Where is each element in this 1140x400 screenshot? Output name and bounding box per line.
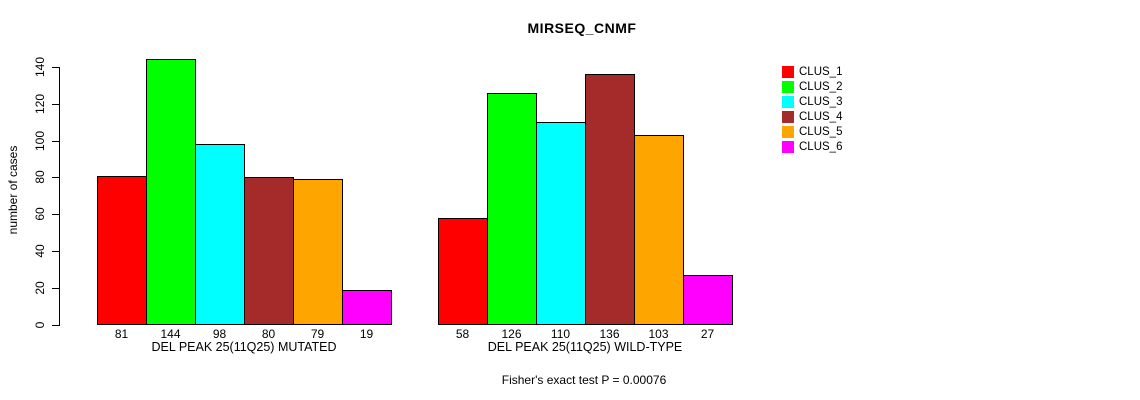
bar-value-label: 136 (599, 327, 620, 341)
bar-value-label: 80 (261, 327, 276, 341)
y-axis-tick (52, 288, 59, 290)
bar-value-label: 81 (114, 327, 129, 341)
y-axis-tick-label: 60 (33, 207, 47, 221)
y-axis-tick (52, 325, 59, 326)
legend-label: CLUS_4 (799, 111, 843, 123)
bar-clus_2 (146, 59, 196, 325)
y-axis-tick-label: 120 (33, 93, 47, 114)
legend-color-swatch (782, 126, 794, 138)
bar-clus_3 (536, 122, 586, 325)
y-axis-line (59, 66, 60, 326)
bar-value-label: 103 (648, 327, 669, 341)
y-axis-tick-label: 40 (33, 244, 47, 258)
bar-clus_1 (97, 175, 147, 325)
legend-color-swatch (782, 81, 794, 93)
legend-color-swatch (782, 111, 794, 123)
bar-clus_4 (244, 177, 294, 325)
legend-color-swatch (782, 66, 794, 78)
legend-label: CLUS_2 (799, 81, 843, 93)
bar-clus_5 (634, 135, 684, 325)
bar-value-label: 79 (310, 327, 325, 341)
fisher-test-annotation: Fisher's exact test P = 0.00076 (501, 373, 667, 387)
legend-label: CLUS_5 (799, 126, 843, 138)
legend-label: CLUS_6 (799, 141, 843, 153)
y-axis-tick (52, 177, 59, 179)
y-axis-tick (52, 140, 59, 142)
y-axis-label: number of cases (6, 145, 20, 235)
chart-title: MIRSEQ_CNMF (527, 20, 637, 36)
legend-color-swatch (782, 96, 794, 108)
y-axis-tick (52, 214, 59, 216)
bar-clus_5 (293, 179, 343, 325)
x-axis-group-label: DEL PEAK 25(11Q25) WILD-TYPE (487, 340, 683, 354)
y-axis-tick-label: 0 (33, 321, 47, 329)
legend-color-swatch (782, 141, 794, 153)
y-axis-tick (52, 251, 59, 253)
bar-clus_2 (487, 92, 537, 325)
bar-clus_4 (585, 74, 635, 325)
y-axis-tick-label: 140 (33, 56, 47, 77)
bar-value-label: 98 (212, 327, 227, 341)
bar-clus_6 (342, 289, 392, 325)
bar-clus_3 (195, 144, 245, 325)
legend-label: CLUS_1 (799, 66, 843, 78)
bar-clus_1 (438, 218, 488, 325)
bar-value-label: 58 (455, 327, 470, 341)
y-axis-tick (52, 66, 59, 68)
x-axis-group-label: DEL PEAK 25(11Q25) MUTATED (151, 340, 337, 354)
bar-value-label: 144 (160, 327, 181, 341)
y-axis-tick-label: 80 (33, 170, 47, 185)
bar-value-label: 19 (359, 327, 374, 341)
legend-label: CLUS_3 (799, 96, 843, 108)
y-axis-tick-label: 20 (33, 281, 47, 295)
bar-value-label: 110 (550, 327, 571, 341)
y-axis-tick-label: 100 (33, 130, 47, 151)
bar-clus_6 (683, 275, 733, 325)
bar-value-label: 126 (501, 327, 522, 341)
y-axis-tick (52, 103, 59, 105)
bar-value-label: 27 (700, 327, 715, 341)
